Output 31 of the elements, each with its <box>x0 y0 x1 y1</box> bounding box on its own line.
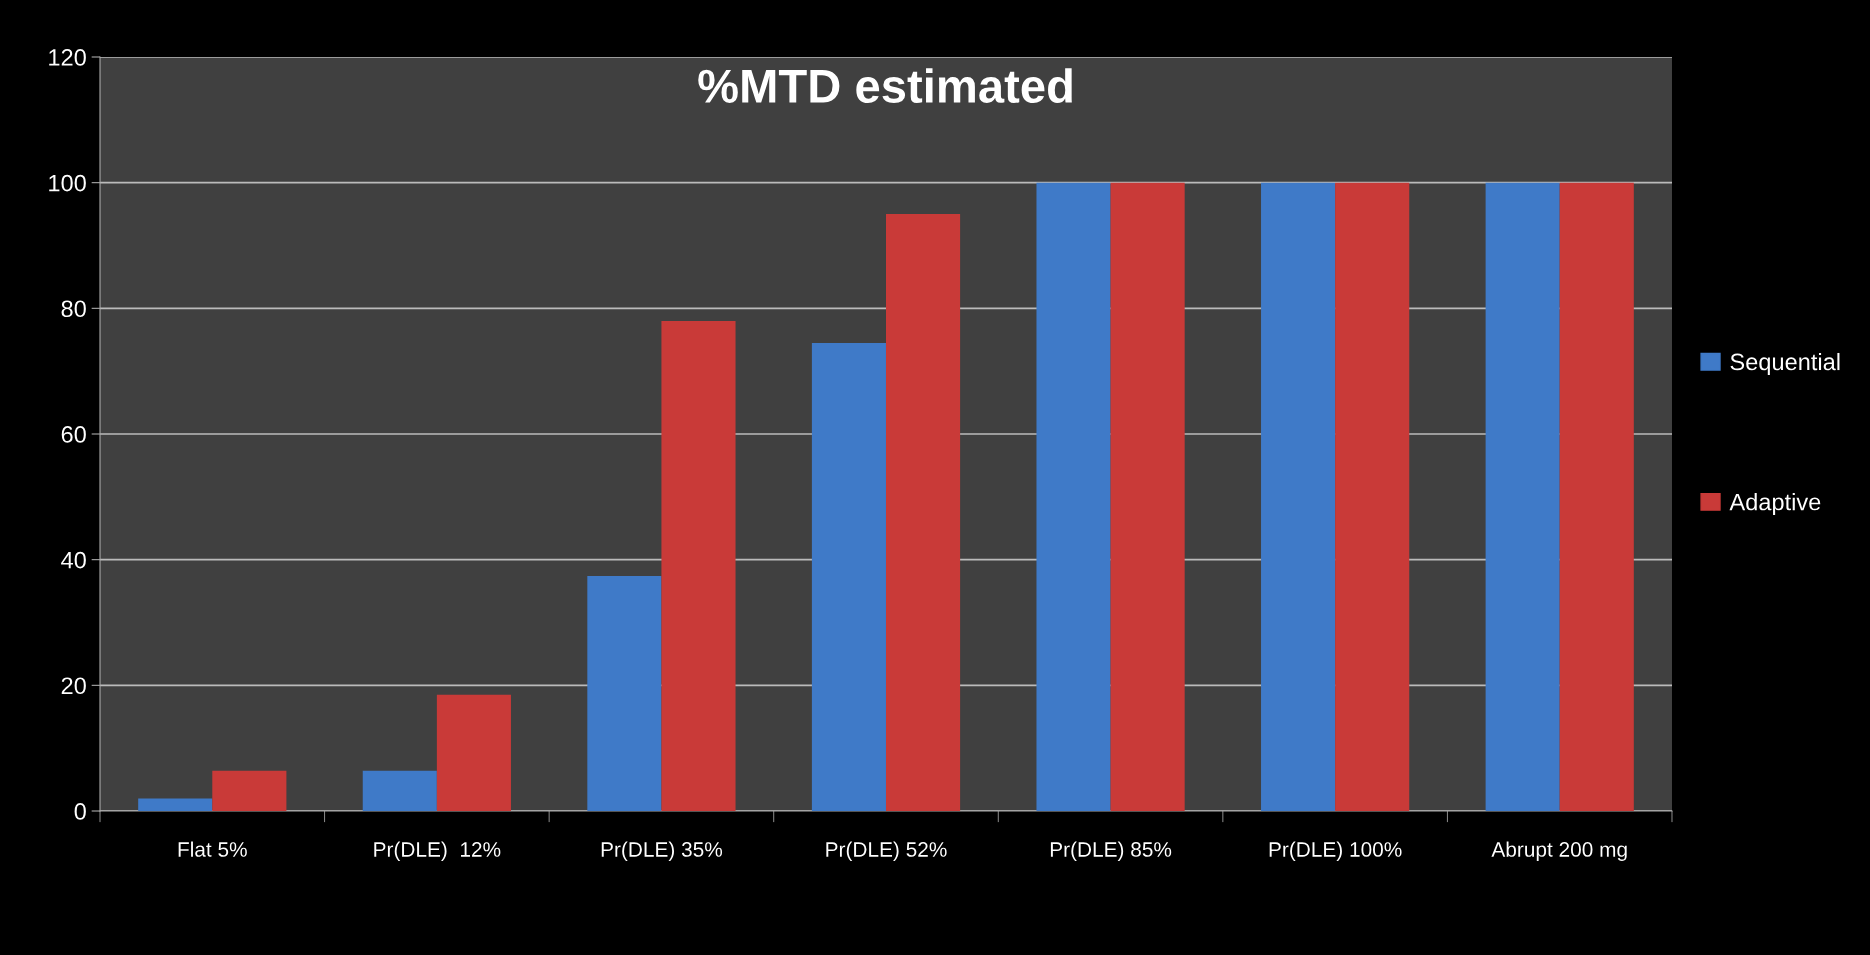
bar <box>1036 182 1111 811</box>
bar <box>587 576 662 811</box>
bar <box>886 214 961 811</box>
bar <box>212 770 287 811</box>
x-tick-label: Pr(DLE) 85% <box>1050 841 1172 861</box>
y-tick-label: 100 <box>49 174 86 192</box>
x-tick-label: Pr(DLE) 100% <box>1269 841 1402 861</box>
bar <box>1335 182 1410 811</box>
bar <box>1110 182 1185 811</box>
x-tick-label: Abrupt 200 mg <box>1491 841 1627 861</box>
bar <box>1485 182 1560 811</box>
y-tick-label: 40 <box>61 551 86 569</box>
y-tick-label: 0 <box>74 803 86 820</box>
y-tick-label: 60 <box>61 426 86 443</box>
bar <box>436 694 511 811</box>
bar <box>362 770 437 811</box>
bar <box>1261 182 1336 811</box>
x-tick-label: Flat 5% <box>178 841 247 857</box>
x-tick-label: Pr(DLE) 12% <box>374 841 501 861</box>
legend-label: Sequential <box>1730 352 1840 375</box>
bar <box>661 320 736 811</box>
x-tick-label: Pr(DLE) 35% <box>601 841 723 861</box>
x-tick-label: Pr(DLE) 52% <box>826 841 947 861</box>
y-tick-label: 120 <box>49 49 86 66</box>
bar <box>811 342 886 811</box>
bar <box>138 798 213 811</box>
y-tick-label: 20 <box>61 677 86 695</box>
chart-title: %MTD estimated <box>698 68 1072 103</box>
legend-label: Adaptive <box>1729 493 1821 516</box>
bar <box>1559 182 1634 811</box>
y-tick-label: 80 <box>61 300 86 318</box>
